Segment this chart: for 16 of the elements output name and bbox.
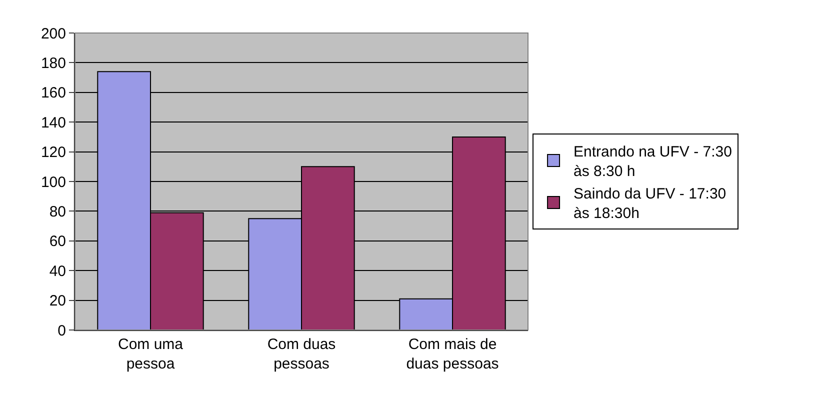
y-tick-label: 140	[40, 114, 66, 132]
y-tick-label: 160	[40, 84, 66, 102]
y-tick-label: 120	[40, 144, 66, 162]
y-tick-label: 180	[40, 54, 66, 72]
x-tick-label: Com mais de duas pessoas	[406, 336, 499, 372]
y-tick-label: 20	[49, 292, 66, 310]
x-tick-label: Com uma pessoa	[118, 336, 184, 372]
legend-label: Saindo da UFV - 17:30 às 18:30h	[574, 186, 726, 222]
y-tick-label: 100	[40, 174, 66, 191]
x-tick-label: Com duas pessoas	[267, 336, 336, 372]
y-tick-label: 80	[49, 203, 66, 220]
legend-label: Entrando na UFV - 7:30 às 8:30 h	[574, 144, 732, 180]
y-tick-label: 40	[49, 262, 66, 280]
y-tick-label: 0	[58, 322, 66, 340]
y-tick-label: 60	[49, 233, 66, 250]
y-tick-label: 200	[40, 25, 66, 42]
